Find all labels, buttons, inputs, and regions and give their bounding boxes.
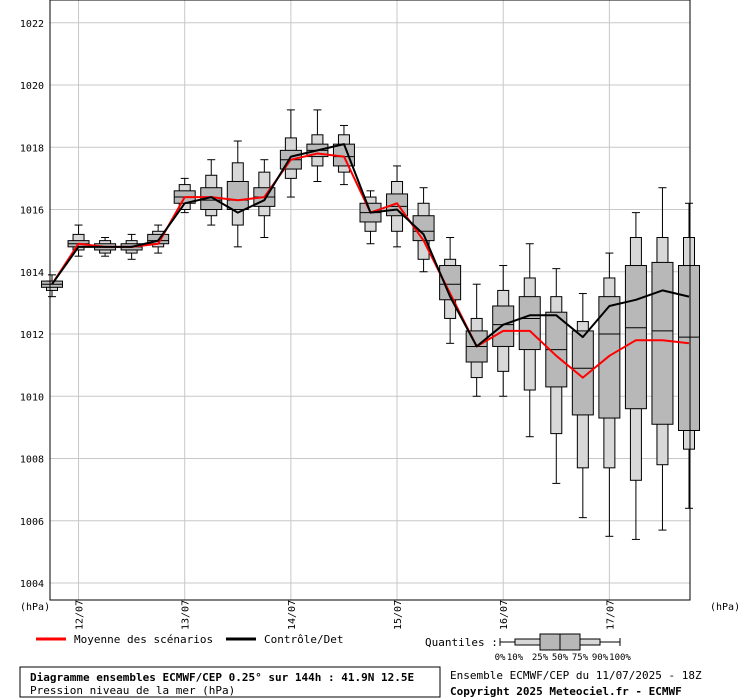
ensemble-box xyxy=(598,252,621,537)
x-tick-label: 17/07 xyxy=(605,600,616,630)
quantile-tick-label: 90% xyxy=(592,653,609,663)
y-tick-labels: 1004 1006 1008 1010 1012 1014 1016 1018 1020 1022 xyxy=(20,19,44,590)
y-tick-label: 1006 xyxy=(20,517,44,528)
ensemble-box xyxy=(226,140,249,248)
y-unit-right: (hPa) xyxy=(710,602,740,613)
legend: Moyenne des scénarios Contrôle/Det Quant… xyxy=(36,633,631,663)
y-tick-label: 1020 xyxy=(20,81,44,92)
x-tick-label: 13/07 xyxy=(181,600,192,630)
ensemble-box xyxy=(200,159,223,226)
box-p25-p75 xyxy=(226,180,249,211)
copyright: Copyright 2025 Meteociel.fr - ECMWF xyxy=(450,685,682,698)
quantile-tick-label: 75% xyxy=(572,653,589,663)
quantile-tick-label: 100% xyxy=(609,653,631,663)
quantile-tick-label: 25% xyxy=(532,653,549,663)
box-p25-p75 xyxy=(492,305,515,347)
x-tick-label: 15/07 xyxy=(393,600,404,630)
box-p25-p75 xyxy=(624,265,647,410)
ensemble-box xyxy=(279,109,302,198)
y-tick-label: 1012 xyxy=(20,330,44,341)
run-info: Ensemble ECMWF/CEP du 11/07/2025 - 18Z xyxy=(450,669,702,682)
line-series xyxy=(51,143,690,379)
y-tick-label: 1016 xyxy=(20,206,44,217)
ensemble-box xyxy=(306,109,329,182)
ensemble-box xyxy=(173,177,196,214)
box-p25-p75 xyxy=(678,265,700,431)
y-tick-label: 1022 xyxy=(20,19,44,30)
y-tick-label: 1010 xyxy=(20,392,44,403)
grid xyxy=(50,0,690,600)
quantiles-label: Quantiles : xyxy=(425,636,498,649)
box-p25-p75 xyxy=(571,330,594,416)
ensemble-box xyxy=(571,293,594,519)
chart-subtitle: Pression niveau de la mer (hPa) xyxy=(30,684,235,697)
y-tick-label: 1004 xyxy=(20,579,44,590)
y-tick-label: 1018 xyxy=(20,143,44,154)
box-p25-p75 xyxy=(651,261,674,425)
plot-frame xyxy=(49,0,691,601)
legend-control-label: Contrôle/Det xyxy=(264,633,343,646)
ensemble-box xyxy=(518,243,541,438)
ensemble-box xyxy=(67,224,90,257)
box-p25-p75 xyxy=(439,265,462,301)
ensemble-box xyxy=(412,187,435,273)
y-tick-label: 1008 xyxy=(20,455,44,466)
ensemble-box xyxy=(651,187,674,531)
quantile-legend: 0% 10% 25% 50% 75% 90% 100% xyxy=(495,633,631,663)
ensemble-box xyxy=(439,237,462,344)
quantile-tick-label: 50% xyxy=(552,653,569,663)
chart-title: Diagramme ensembles ECMWF/CEP 0.25° sur … xyxy=(30,671,414,684)
ensemble-box xyxy=(678,202,700,509)
x-tick-label: 12/07 xyxy=(75,600,86,630)
x-tick-labels: 12/07 13/07 14/07 15/07 16/07 17/07 xyxy=(75,600,617,630)
quantile-tick-label: 0% xyxy=(495,653,506,663)
y-tick-label: 1014 xyxy=(20,268,44,279)
title-box: Diagramme ensembles ECMWF/CEP 0.25° sur … xyxy=(19,666,441,698)
ensemble-box xyxy=(624,212,647,540)
x-tick-label: 16/07 xyxy=(499,600,510,630)
ensemble-box xyxy=(41,274,63,298)
legend-mean-label: Moyenne des scénarios xyxy=(74,633,213,646)
quantile-tick-label: 10% xyxy=(507,653,524,663)
ensemble-box xyxy=(545,268,568,484)
control-line xyxy=(51,143,690,348)
y-unit-left: (hPa) xyxy=(20,602,50,613)
x-tick-label: 14/07 xyxy=(287,600,298,630)
title-frame xyxy=(19,666,441,698)
box-series xyxy=(41,109,700,540)
box-p25-p75 xyxy=(598,296,621,419)
box-p25-p75 xyxy=(518,296,541,351)
